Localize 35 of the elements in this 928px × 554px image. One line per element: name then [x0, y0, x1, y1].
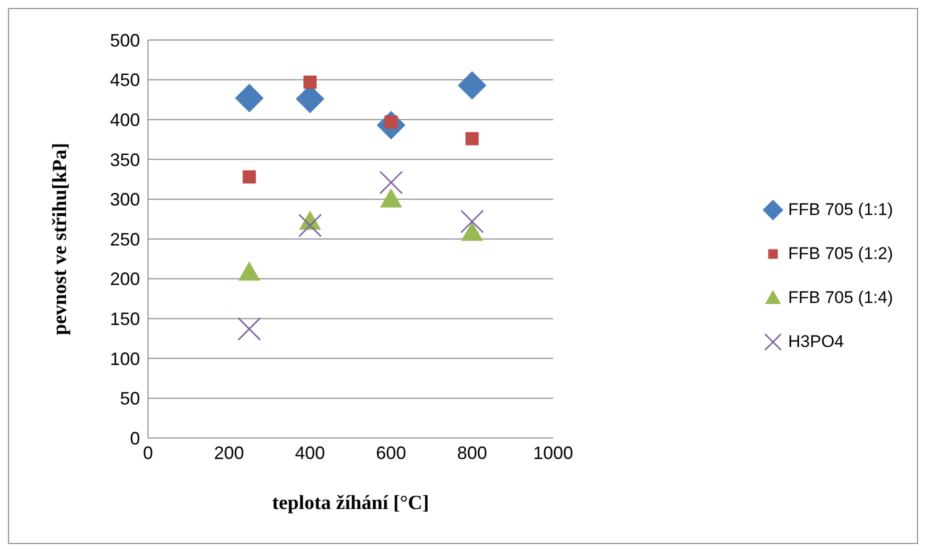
legend-label: FFB 705 (1:4) [788, 288, 893, 308]
point [380, 188, 402, 208]
legend-label: FFB 705 (1:2) [788, 244, 893, 264]
point [379, 170, 403, 194]
point [460, 210, 484, 234]
point [234, 84, 264, 112]
y-tick-label: 50 [120, 388, 140, 409]
point [298, 214, 322, 238]
y-tick-label: 200 [110, 269, 140, 290]
legend-label: FFB 705 (1:1) [788, 200, 893, 220]
y-axis-title: pevnost ve střihu[kPa] [49, 142, 72, 336]
y-tick-label: 500 [110, 30, 140, 50]
y-tick-label: 400 [110, 110, 140, 130]
point [303, 76, 317, 89]
x-axis-title: teplota žíhání [°C] [272, 492, 429, 514]
y-tick-label: 0 [130, 428, 140, 448]
point [242, 170, 256, 184]
point [458, 71, 486, 100]
y-tick-label: 100 [110, 348, 140, 369]
x-tick-label: 400 [295, 442, 326, 463]
y-tick-label: 450 [110, 70, 140, 90]
point [466, 132, 479, 146]
y-tick-label: 150 [110, 308, 140, 329]
point [461, 222, 484, 241]
point [238, 317, 262, 341]
x-tick-label: 800 [457, 442, 488, 463]
legend-label: H3PO4 [788, 332, 844, 352]
x-tick-label: 0 [142, 442, 154, 463]
point [238, 261, 260, 281]
x-tick-label: 600 [376, 442, 406, 463]
x-tick-label: 200 [214, 442, 244, 463]
y-tick-label: 250 [110, 229, 140, 250]
x-tick-label: 1000 [533, 442, 574, 463]
y-tick-label: 350 [110, 150, 140, 170]
y-tick-label: 300 [110, 190, 140, 210]
